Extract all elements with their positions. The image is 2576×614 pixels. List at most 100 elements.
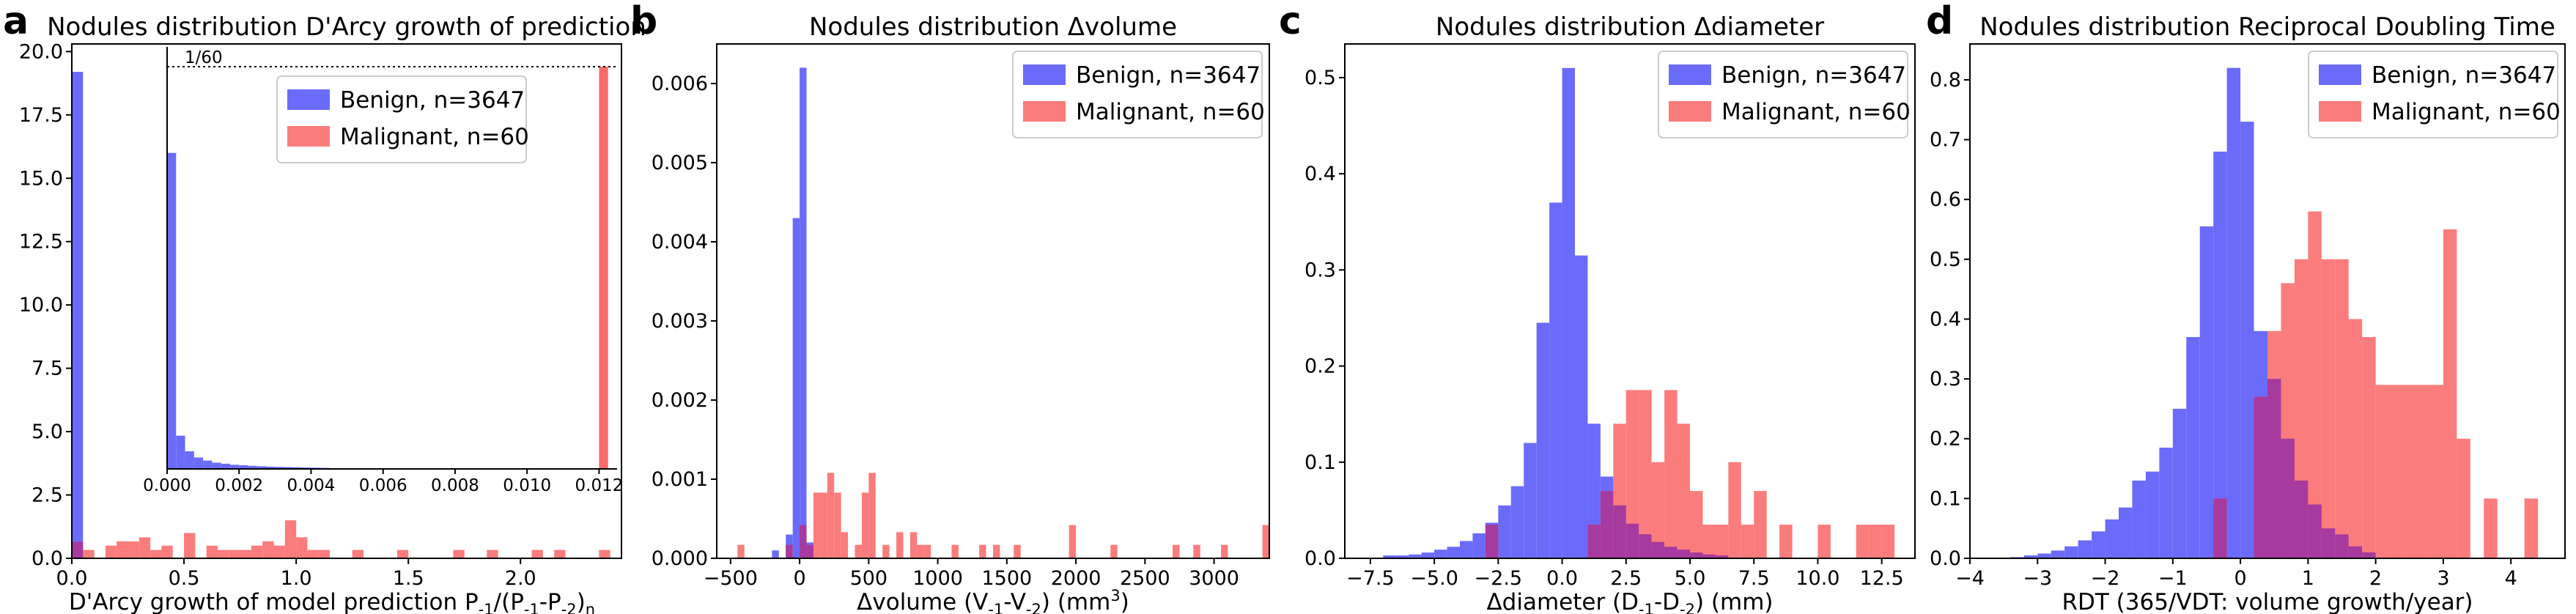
panel-a-malignant-bar xyxy=(117,541,128,558)
panel-a-malignant-bar xyxy=(161,545,173,558)
panel-letter-c: c xyxy=(1279,0,1302,43)
panel-d-malignant-bar xyxy=(2524,498,2539,558)
panel-a-inset-benign-bar xyxy=(167,152,177,470)
panel-d-y-tick-label: 0.3 xyxy=(1930,368,1961,391)
panel-b-malignant-bar xyxy=(1262,525,1269,558)
panel-a-malignant-bar xyxy=(184,533,196,558)
panel-b-malignant-bar xyxy=(917,544,924,558)
panel-d-legend-swatch xyxy=(2319,64,2361,85)
panel-b-malignant-bar xyxy=(993,544,1000,558)
panel-c-legend xyxy=(1658,51,1908,138)
panel-a-x-tick-label: 1.5 xyxy=(393,567,424,590)
panel-b-benign-bar xyxy=(800,67,807,558)
panel-c-legend-label: Malignant, n=60 xyxy=(1721,99,1911,125)
panel-a-y-tick-label: 10.0 xyxy=(19,294,63,317)
panel-b-overlap-bar xyxy=(786,544,793,558)
panel-a-malignant-bar xyxy=(307,550,319,558)
panel-a-inset-x-tick-label: 0.010 xyxy=(503,476,551,495)
panel-b-malignant-bar xyxy=(909,532,918,558)
panel-a-inset-x-tick-label: 0.004 xyxy=(287,476,336,495)
panel-a-malignant-bar xyxy=(206,545,218,558)
panel-letter-a: a xyxy=(3,0,29,43)
panel-a-legend-label: Malignant, n=60 xyxy=(340,124,529,150)
panel-d-axes-frame xyxy=(1969,43,2566,559)
panel-c-overlap-bar xyxy=(1613,505,1626,558)
panel-c-overlap-bar xyxy=(1587,525,1601,558)
panel-a-malignant-bar xyxy=(318,550,331,558)
panel-a-y-tick-label: 0.0 xyxy=(32,547,63,570)
panel-c-benign-bar xyxy=(1395,555,1409,558)
panel-d-y-tick-label: 0.2 xyxy=(1930,428,1961,451)
panel-c-malignant-bar xyxy=(1625,390,1639,558)
panel-d-malignant-bar xyxy=(2348,319,2363,558)
panel-c-x-tick-label: 0.0 xyxy=(1546,567,1578,590)
panel-a-y-tick-label: 12.5 xyxy=(19,231,63,254)
panel-d-legend-label: Malignant, n=60 xyxy=(2372,99,2561,125)
panel-a-chart: 0.0 0.5 1.0 1.5 2.0 0.0 2.5 5.0 7.5 10.0 12.5 15.0 1… xyxy=(19,12,646,614)
panel-b-malignant-bar xyxy=(896,532,904,558)
panel-b-y-tick-label: 0.006 xyxy=(652,73,708,95)
panel-d-malignant-bar xyxy=(2362,336,2376,558)
panel-b-malignant-bar xyxy=(1014,544,1021,558)
panel-d-legend-swatch xyxy=(2319,101,2361,122)
panel-c-malignant-bar xyxy=(1754,491,1767,558)
panel-c-legend-swatch xyxy=(1669,101,1711,122)
panel-b-legend-label: Malignant, n=60 xyxy=(1076,99,1265,125)
panel-b-legend-swatch xyxy=(1023,101,1066,122)
panel-a-inset-benign-bar xyxy=(203,460,213,469)
panel-c-malignant-bar xyxy=(1677,423,1690,558)
panel-d-benign-bar xyxy=(2119,507,2133,558)
panel-b-legend-label: Benign, n=3647 xyxy=(1076,62,1261,89)
panel-b-x-axis-label: Δvolume (V-1-V-2) (mm3) xyxy=(857,587,1129,614)
panel-b-x-tick-label: −500 xyxy=(704,567,758,590)
panel-c-benign-bar xyxy=(1574,255,1588,558)
panel-d-y-tick-label: 0.4 xyxy=(1930,308,1961,330)
panel-c-overlap-bar xyxy=(1485,525,1499,558)
panel-c-malignant-bar xyxy=(1664,390,1678,558)
panel-c-y-tick-label: 0.5 xyxy=(1304,67,1336,89)
panel-a-inset-benign-bar xyxy=(229,465,240,469)
panel-c-malignant-bar xyxy=(1639,390,1652,558)
panel-a-y-tick-label: 20.0 xyxy=(19,40,63,63)
panel-b-chart: −500 0 500 1000 1500 2000 2500 3000 0.000 0.001 0.… xyxy=(652,12,1270,614)
panel-c-benign-bar xyxy=(1434,550,1447,558)
panel-b-malignant-bar xyxy=(868,473,876,558)
panel-c-benign-bar xyxy=(1536,322,1550,558)
panel-d-overlap-bar xyxy=(2362,552,2376,558)
panel-c-chart: −7.5 −5.0 −2.5 0.0 2.5 5.0 7.5 10.0 12.5 0.0 0.1 0.… xyxy=(1304,12,1916,614)
panel-d-overlap-bar xyxy=(2267,379,2281,558)
panel-c-y-tick-label: 0.0 xyxy=(1304,547,1336,570)
panel-c-x-tick-label: 10.0 xyxy=(1796,567,1839,590)
panel-d-y-tick-label: 0.8 xyxy=(1930,69,1961,92)
panel-c-malignant-bar xyxy=(1651,462,1665,558)
panel-a-overlap-bar xyxy=(72,541,84,558)
panel-a-malignant-bar xyxy=(554,550,566,558)
panel-a-malignant-bar xyxy=(240,550,251,558)
panel-d-benign-bar xyxy=(2199,226,2214,558)
panel-b-malignant-bar xyxy=(834,492,841,558)
panel-d-overlap-bar xyxy=(2294,480,2309,558)
panel-b-malignant-bar xyxy=(923,544,931,558)
panel-d-y-tick-label: 0.1 xyxy=(1930,487,1961,510)
panel-c-x-tick-label: −2.5 xyxy=(1475,567,1523,590)
panel-b-malignant-bar xyxy=(979,544,986,558)
panel-d-legend xyxy=(2308,51,2558,138)
panel-d-x-tick-label: 1 xyxy=(2302,567,2314,590)
panel-a-inset-x-tick-label: 0.000 xyxy=(143,476,191,495)
panel-c-y-tick-label: 0.4 xyxy=(1304,163,1336,185)
panel-d-benign-bar xyxy=(2078,540,2092,558)
panel-c-axes-frame xyxy=(1344,43,1916,559)
panel-d-malignant-bar xyxy=(2308,211,2322,558)
panel-c-benign-bar xyxy=(1498,505,1511,558)
panel-a-inset-benign-bar xyxy=(248,465,257,469)
panel-b-overlap-bar xyxy=(800,525,807,558)
panel-b-malignant-bar xyxy=(855,544,862,558)
panel-a-malignant-bar xyxy=(105,545,117,558)
panel-a-x-tick-label: 2.0 xyxy=(505,567,536,590)
panel-a-y-tick-label: 5.0 xyxy=(32,421,63,443)
panel-c-benign-bar xyxy=(1524,443,1537,558)
panel-c-x-tick-label: −7.5 xyxy=(1346,567,1395,590)
panel-d-x-tick-label: 0 xyxy=(2234,567,2246,590)
panel-d-malignant-bar xyxy=(2335,259,2349,558)
panel-d-malignant-bar xyxy=(2389,385,2403,558)
